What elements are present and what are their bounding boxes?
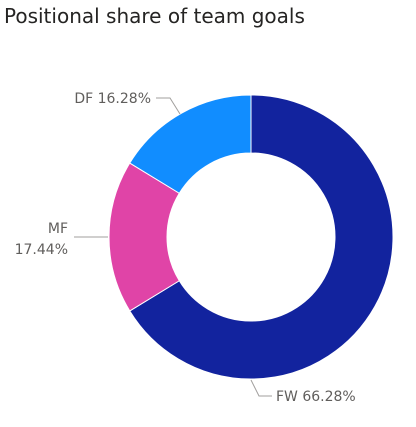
slice-fw[interactable]: [129, 94, 394, 380]
data-label-mf-value: 17.44%: [15, 242, 68, 258]
leader-line-fw: [250, 379, 272, 397]
slice-df[interactable]: [129, 94, 252, 194]
leader-lines: [74, 97, 272, 397]
donut-slices: [108, 94, 394, 380]
chart-title: Positional share of team goals: [4, 4, 305, 28]
data-label-fw: FW 66.28%: [276, 389, 356, 405]
data-label-df: DF 16.28%: [74, 91, 151, 107]
data-label-mf-name: MF: [48, 221, 68, 237]
leader-line-df: [156, 97, 181, 115]
